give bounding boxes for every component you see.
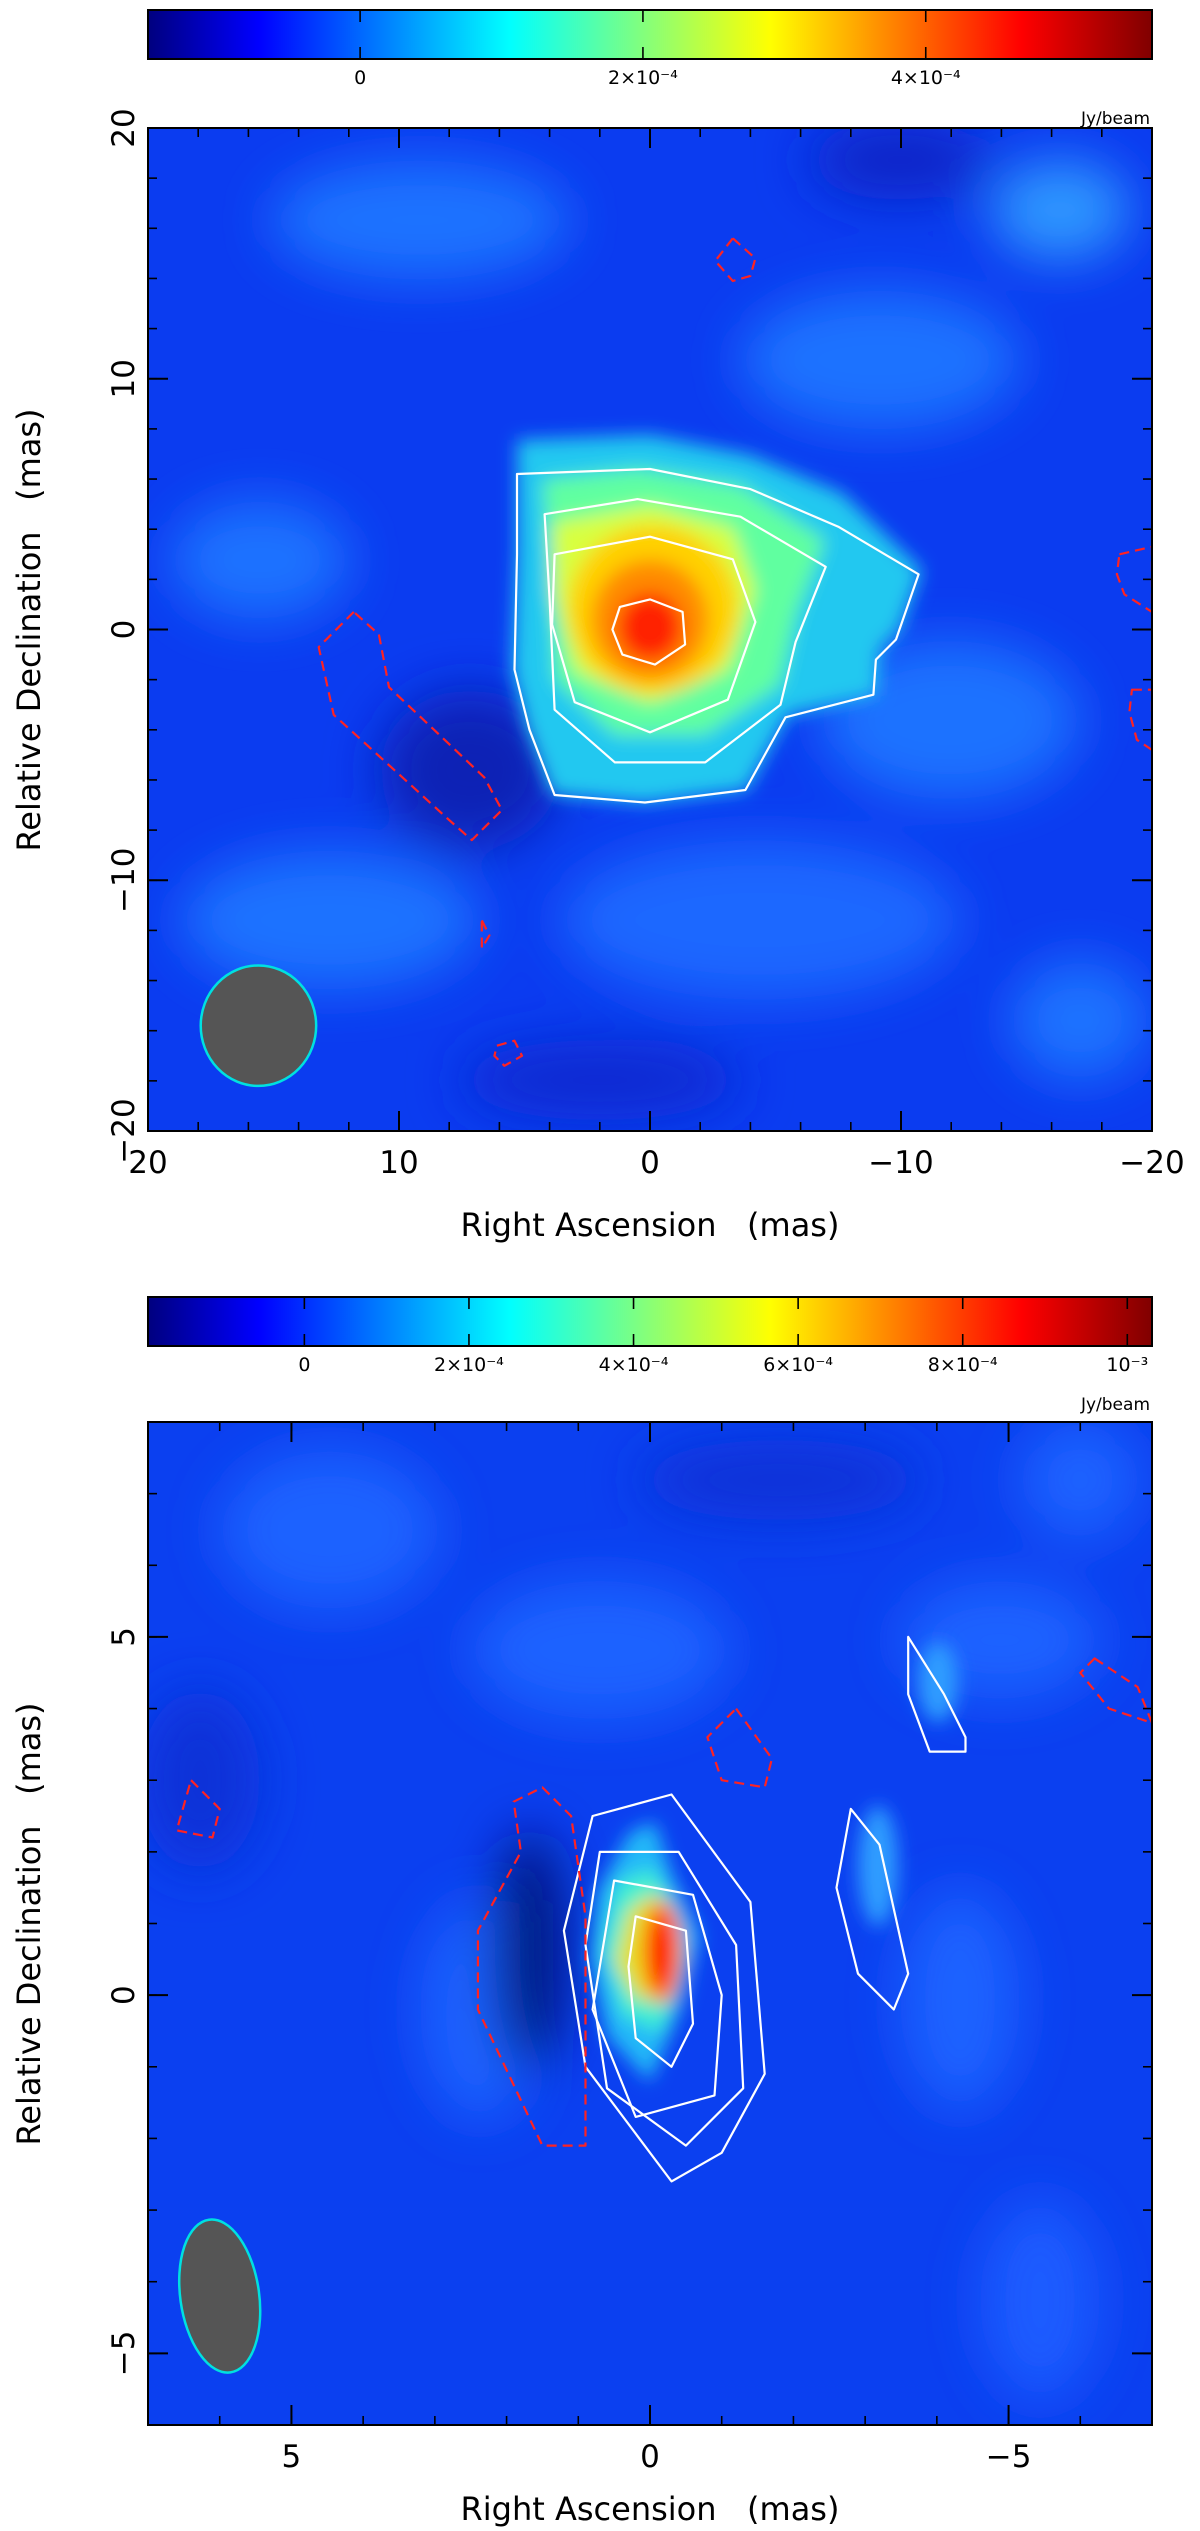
colorbar-2: 0 2×10⁻⁴ 4×10⁻⁴ 6×10⁻⁴ 8×10⁻⁴ 10⁻³ Jy/beam bbox=[147, 1296, 1153, 1415]
x-tick-label-2-3: −5 bbox=[986, 2439, 1032, 2475]
colorbar-2-tick-label-2: 2×10⁻⁴ bbox=[434, 1354, 504, 1376]
contour-2-negative-9 bbox=[175, 1779, 221, 1839]
y-tick-label-2-3: −5 bbox=[106, 2331, 142, 2377]
contour-1-positive-2 bbox=[543, 498, 827, 764]
contour-1-positive-3 bbox=[550, 535, 757, 734]
y-tick-label-1-3: 0 bbox=[106, 620, 142, 640]
x-tick-label-1-2: 10 bbox=[379, 1145, 418, 1181]
y-axis-label-1: Relative Declination (mas) bbox=[10, 408, 48, 851]
colorbar-2-tick-label-4: 6×10⁻⁴ bbox=[763, 1354, 833, 1376]
colorbar-2-tick-label-6: 10⁻³ bbox=[1106, 1354, 1148, 1376]
contour-1-negative-8 bbox=[1128, 688, 1152, 752]
x-tick-label-2-1: 5 bbox=[282, 2439, 302, 2475]
contour-2-positive-5 bbox=[835, 1807, 910, 2011]
contour-1-positive-4 bbox=[611, 598, 687, 666]
y-tick-label-1-2: 10 bbox=[106, 359, 142, 398]
heatmap-2 bbox=[148, 1422, 1152, 2425]
colorbar-2-tick-label-3: 4×10⁻⁴ bbox=[599, 1354, 669, 1376]
colorbar-1-gradient bbox=[147, 9, 1153, 60]
y-axis-label-2: Relative Declination (mas) bbox=[10, 1702, 48, 2145]
contour-2-negative-10 bbox=[1079, 1657, 1152, 1725]
colorbar-1-tick-label-3: 4×10⁻⁴ bbox=[891, 67, 961, 89]
x-tick-label-1-1: 20 bbox=[128, 1145, 167, 1181]
colorbar-1-tick-label-1: 0 bbox=[354, 67, 366, 89]
y-tick-label-1-5: −20 bbox=[106, 1098, 142, 1163]
contour-2-positive-1 bbox=[562, 1793, 766, 2183]
heatmap-1 bbox=[148, 128, 1152, 1131]
contour-2-positive-2 bbox=[584, 1850, 745, 2147]
panel-1: 0 2×10⁻⁴ 4×10⁻⁴ Jy/beam bbox=[10, 9, 1185, 1244]
contour-1-negative-10 bbox=[493, 1039, 524, 1067]
colorbar-1: 0 2×10⁻⁴ 4×10⁻⁴ Jy/beam bbox=[147, 9, 1153, 129]
contour-1-negative-6 bbox=[714, 237, 757, 283]
colorbar-2-tick-label-1: 0 bbox=[298, 1354, 310, 1376]
x-axis-label-1: Right Ascension (mas) bbox=[461, 1206, 840, 1244]
y-tick-label-1-1: 20 bbox=[106, 108, 142, 147]
contour-2-positive-4 bbox=[627, 1915, 695, 2068]
contour-2-positive-6 bbox=[907, 1635, 967, 1753]
colorbar-2-tick-label-5: 8×10⁻⁴ bbox=[928, 1354, 998, 1376]
colorbar-2-unit: Jy/beam bbox=[1080, 1395, 1150, 1415]
contour-1-negative-9 bbox=[480, 919, 491, 950]
colorbar-1-unit: Jy/beam bbox=[1080, 109, 1150, 129]
x-tick-label-1-3: 0 bbox=[640, 1145, 660, 1181]
contour-1-negative-7 bbox=[1115, 545, 1152, 614]
x-tick-label-1-4: −10 bbox=[868, 1145, 933, 1181]
contour-2-positive-3 bbox=[591, 1879, 723, 2118]
panel-2: 0 2×10⁻⁴ 4×10⁻⁴ 6×10⁻⁴ 8×10⁻⁴ 10⁻³ Jy/beam bbox=[10, 1296, 1153, 2528]
y-tick-label-1-4: −10 bbox=[106, 848, 142, 913]
contour-1-negative-5 bbox=[317, 610, 503, 842]
y-tick-label-2-1: 5 bbox=[106, 1627, 142, 1647]
y-tick-label-2-2: 0 bbox=[106, 1985, 142, 2005]
contour-2-negative-8 bbox=[706, 1707, 774, 1789]
x-axis-label-2: Right Ascension (mas) bbox=[461, 2490, 840, 2528]
x-tick-label-2-2: 0 bbox=[640, 2439, 660, 2475]
contour-1-positive-1 bbox=[513, 467, 920, 804]
beam-ellipse-1 bbox=[199, 964, 318, 1088]
colorbar-2-gradient bbox=[147, 1296, 1153, 1347]
beam-ellipse-2 bbox=[177, 2218, 262, 2374]
colorbar-1-tick-label-2: 2×10⁻⁴ bbox=[608, 67, 678, 89]
x-tick-label-1-5: −20 bbox=[1119, 1145, 1184, 1181]
